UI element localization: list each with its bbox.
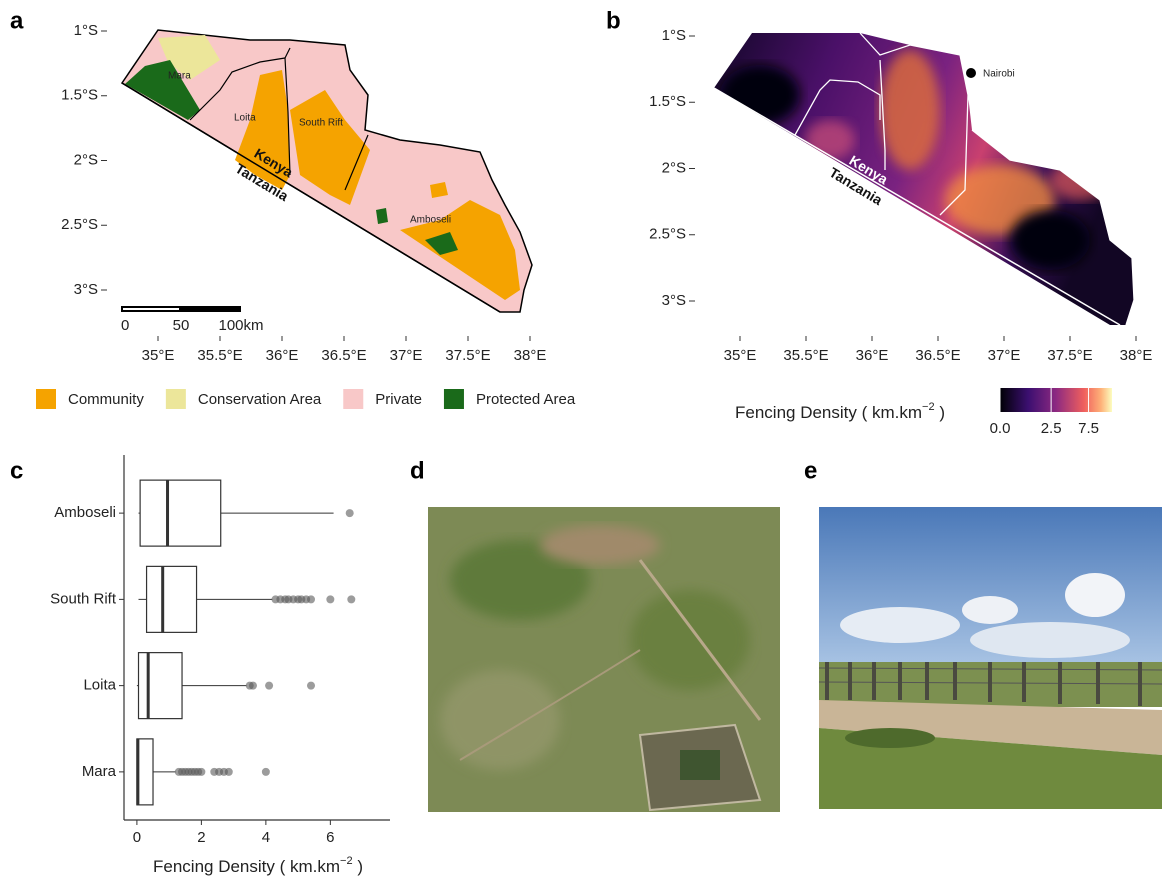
y-tick-label: 1.5°S [61, 87, 98, 104]
y-tick-label: 3°S [662, 292, 686, 309]
box [139, 653, 183, 719]
colorbar [1000, 388, 1112, 412]
legend-label: Protected Area [476, 391, 576, 408]
legend-swatch [36, 389, 56, 409]
x-tick-label: 37.5°E [1047, 347, 1092, 364]
scalebar-label: 0 [121, 317, 129, 334]
box [140, 480, 221, 546]
legend: Community Conservation Area Private Protect… [36, 389, 576, 409]
region-label: Amboseli [410, 215, 451, 226]
x-tick-label: 37°E [390, 347, 423, 364]
y-tick-label: South Rift [50, 590, 117, 607]
outlier [262, 768, 270, 776]
y-tick-label: Loita [83, 677, 116, 694]
scalebar-label: 100km [218, 317, 263, 334]
scalebar-label: 50 [173, 317, 190, 334]
y-tick-label: 2°S [74, 151, 98, 168]
panel-label: d [410, 457, 425, 484]
x-tick-label: 37°E [988, 347, 1021, 364]
legend-label: Private [375, 391, 422, 408]
x-tick-label: 37.5°E [445, 347, 490, 364]
city-label: Nairobi [983, 69, 1015, 80]
outlier [225, 768, 233, 776]
legend-swatch [343, 389, 363, 409]
y-tick-label: 1.5°S [649, 93, 686, 110]
legend-swatch [444, 389, 464, 409]
photo-fence [819, 507, 1162, 809]
panel-label: a [10, 7, 24, 34]
box [147, 566, 197, 632]
photo-aerial [428, 507, 780, 812]
x-tick-label: 38°E [514, 347, 547, 364]
x-tick-label: 35°E [724, 347, 757, 364]
colorbar-title: Fencing Density ( km.km−2 ) [735, 401, 945, 423]
region-label: Mara [168, 71, 191, 82]
panel-label: c [10, 457, 23, 484]
y-tick-label: Mara [82, 763, 117, 780]
colorbar-tick-label: 0.0 [990, 420, 1011, 437]
colorbar-tick-label: 7.5 [1078, 420, 1099, 437]
legend-swatch [166, 389, 186, 409]
y-tick-label: Amboseli [54, 504, 116, 521]
legend-label: Conservation Area [198, 391, 322, 408]
x-axis-title: Fencing Density ( km.km−2 ) [153, 855, 363, 877]
x-tick-label: 38°E [1120, 347, 1153, 364]
panel-label: b [606, 7, 621, 34]
y-tick-label: 1°S [74, 22, 98, 39]
outlier [265, 682, 273, 690]
x-tick-label: 2 [197, 829, 205, 846]
outlier [307, 595, 315, 603]
y-tick-label: 1°S [662, 27, 686, 44]
x-tick-label: 4 [262, 829, 270, 846]
y-tick-label: 2.5°S [61, 216, 98, 233]
x-tick-label: 36.5°E [321, 347, 366, 364]
x-tick-label: 0 [133, 829, 141, 846]
panel-label: e [804, 457, 817, 484]
outlier [249, 682, 257, 690]
outlier [346, 509, 354, 517]
x-tick-label: 35°E [142, 347, 175, 364]
x-tick-label: 6 [326, 829, 334, 846]
x-tick-label: 36°E [856, 347, 889, 364]
region-label: South Rift [299, 118, 343, 129]
outlier [307, 682, 315, 690]
x-tick-label: 35.5°E [197, 347, 242, 364]
y-tick-label: 2.5°S [649, 226, 686, 243]
map-b: Nairobi Kenya Tanzania [700, 25, 1140, 335]
y-tick-label: 3°S [74, 281, 98, 298]
colorbar-tick-label: 2.5 [1041, 420, 1062, 437]
figure: a b c d e Mara Loita South Rift Amboseli… [0, 0, 1162, 882]
outlier [326, 595, 334, 603]
map-a: Mara Loita South Rift Amboseli Kenya Tan… [121, 30, 532, 312]
x-tick-label: 35.5°E [783, 347, 828, 364]
outlier [347, 595, 355, 603]
x-tick-label: 36°E [266, 347, 299, 364]
outlier [197, 768, 205, 776]
y-tick-label: 2°S [662, 159, 686, 176]
legend-label: Community [68, 391, 144, 408]
x-tick-label: 36.5°E [915, 347, 960, 364]
region-label: Loita [234, 113, 256, 124]
